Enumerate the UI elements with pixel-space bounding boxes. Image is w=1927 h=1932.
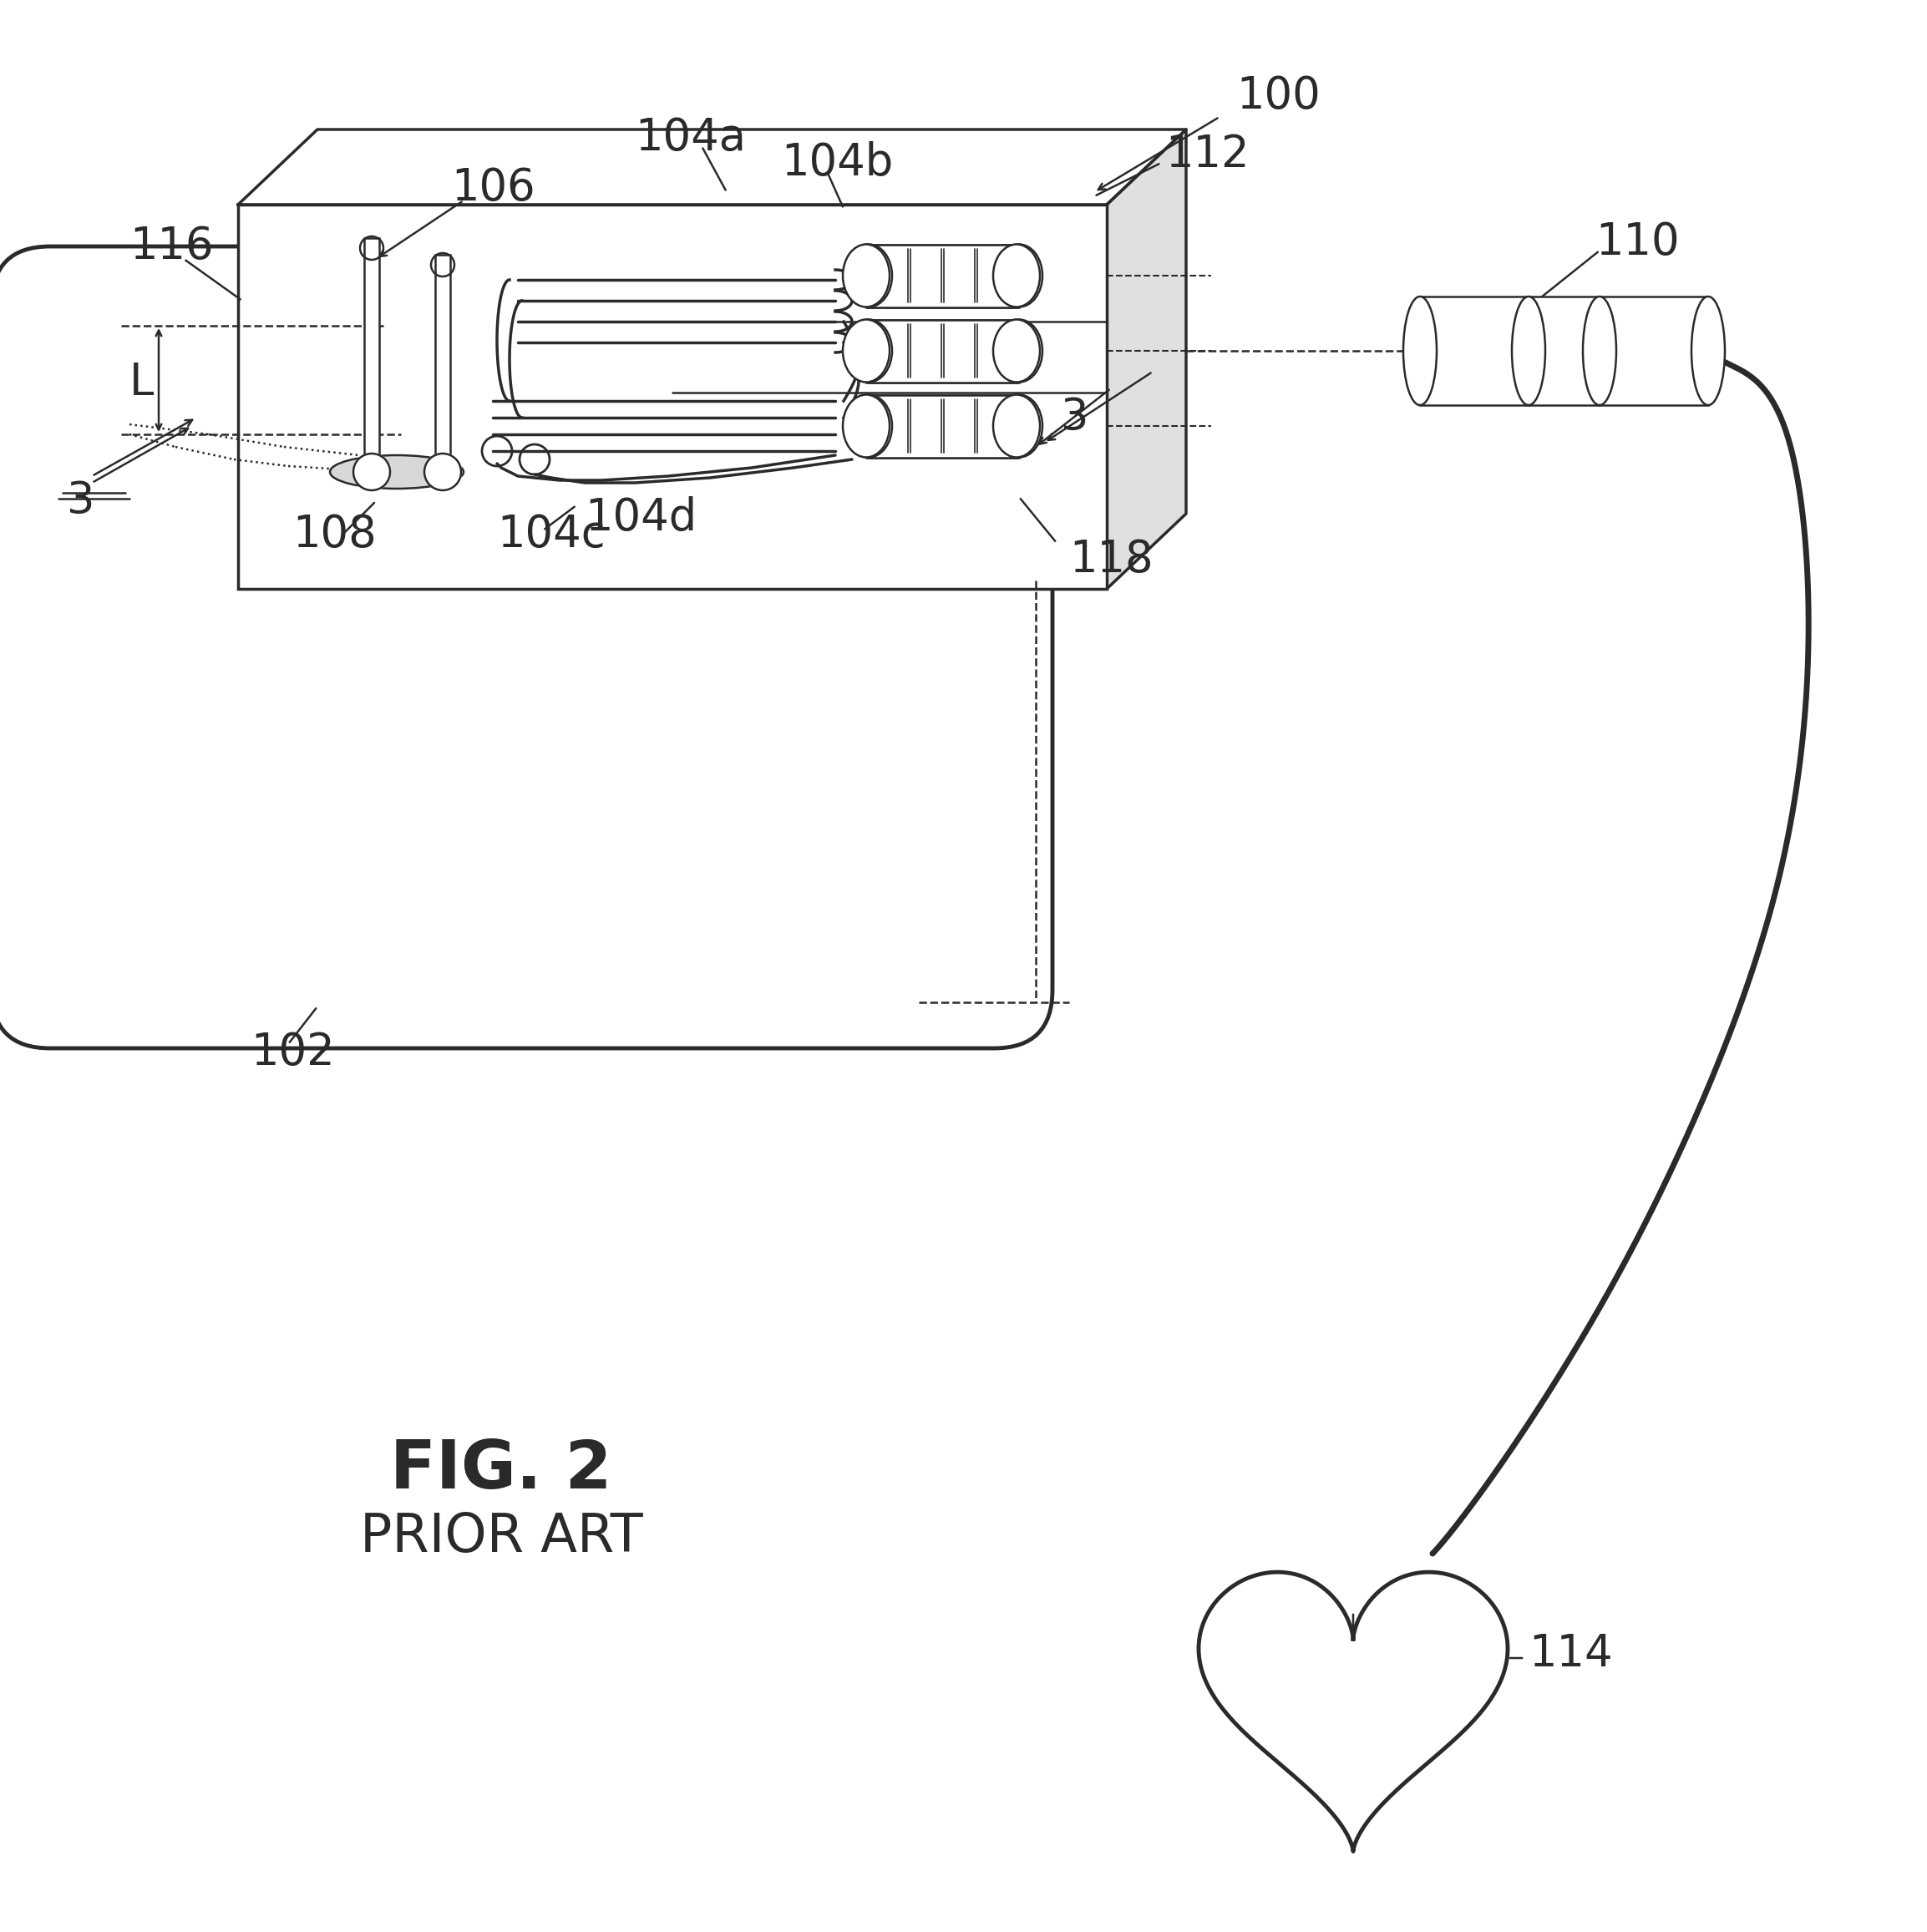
Text: 118: 118 (1069, 537, 1152, 582)
Ellipse shape (846, 319, 892, 383)
Ellipse shape (842, 394, 890, 458)
Ellipse shape (1692, 296, 1725, 406)
Bar (1599, 296, 1707, 406)
Ellipse shape (996, 394, 1043, 458)
Polygon shape (1106, 129, 1187, 589)
Text: 112: 112 (1166, 133, 1249, 176)
Ellipse shape (1513, 296, 1545, 406)
Text: 108: 108 (293, 512, 376, 556)
Text: FIG. 2: FIG. 2 (391, 1437, 613, 1503)
Text: 104c: 104c (497, 512, 605, 556)
Text: 114: 114 (1528, 1633, 1613, 1675)
Bar (1528, 296, 1599, 406)
Bar (869, 245, 1019, 307)
Ellipse shape (1582, 296, 1617, 406)
Bar (1420, 296, 1528, 406)
Polygon shape (1199, 1573, 1507, 1851)
Text: 116: 116 (129, 224, 214, 269)
Ellipse shape (846, 394, 892, 458)
FancyBboxPatch shape (0, 247, 1052, 1049)
Bar (867, 394, 1017, 458)
Text: PRIOR ART: PRIOR ART (360, 1511, 642, 1563)
Bar (867, 245, 1017, 307)
Text: 104b: 104b (780, 141, 892, 185)
Bar (867, 321, 1017, 383)
Text: 106: 106 (451, 166, 536, 211)
Text: 104a: 104a (634, 116, 746, 160)
Circle shape (353, 454, 389, 491)
Bar (869, 394, 1019, 458)
Text: L: L (129, 361, 154, 404)
Polygon shape (239, 129, 1187, 205)
Ellipse shape (1403, 296, 1438, 406)
Ellipse shape (842, 243, 890, 307)
Ellipse shape (992, 319, 1041, 383)
Bar (239, 205, 1106, 589)
Bar (364, 238, 380, 471)
Circle shape (424, 454, 461, 491)
Ellipse shape (842, 319, 890, 383)
Bar (436, 255, 451, 471)
Bar (869, 321, 1019, 383)
Text: 104d: 104d (584, 497, 698, 539)
Ellipse shape (992, 243, 1041, 307)
Text: 3: 3 (67, 479, 94, 524)
Ellipse shape (330, 456, 464, 489)
Ellipse shape (996, 243, 1043, 307)
Text: 3: 3 (1060, 396, 1089, 439)
Text: 100: 100 (1237, 73, 1320, 118)
Ellipse shape (996, 319, 1043, 383)
Text: 102: 102 (251, 1032, 335, 1074)
Text: 110: 110 (1596, 220, 1680, 265)
Ellipse shape (992, 394, 1041, 458)
Ellipse shape (846, 243, 892, 307)
